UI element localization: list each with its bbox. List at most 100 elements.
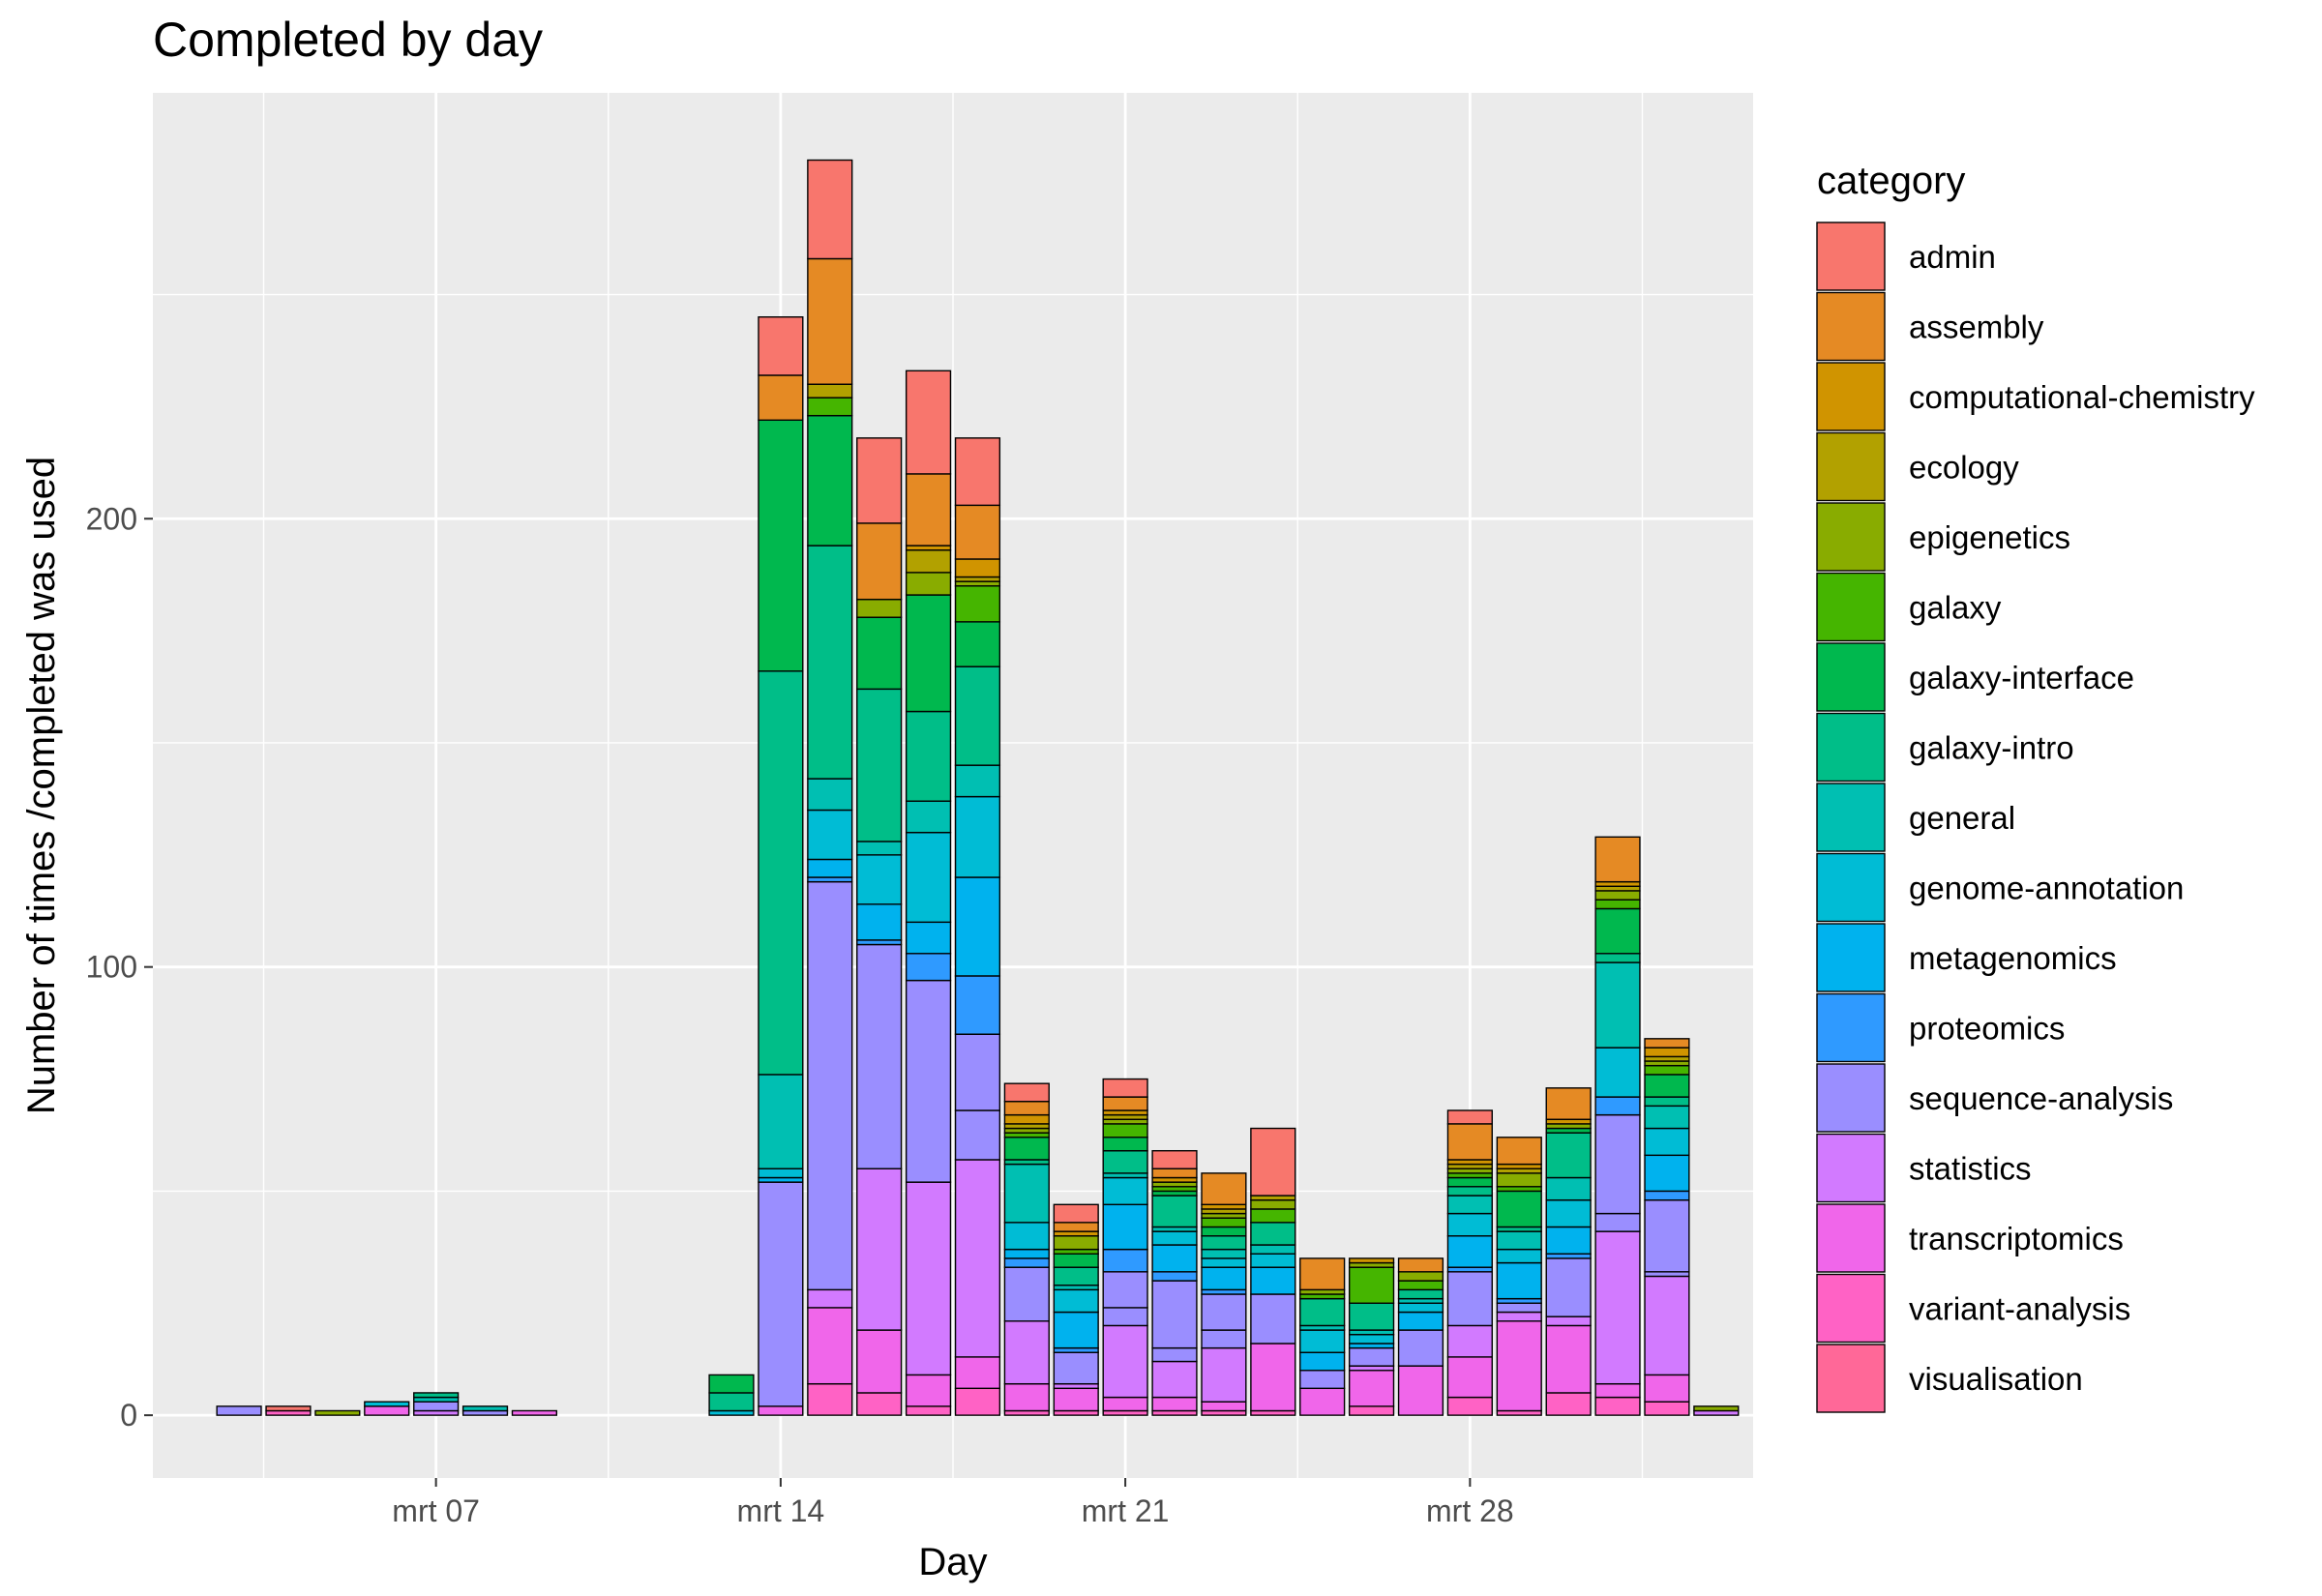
bar-segment-galaxy-intro — [1545, 1132, 1592, 1179]
bar-stack — [1496, 1137, 1542, 1416]
bar-segment-galaxy-interface — [1003, 1137, 1050, 1161]
bar-segment-proteomics — [1102, 1248, 1148, 1273]
legend-key — [1816, 291, 1886, 362]
bar-segment-proteomics — [1151, 1271, 1198, 1282]
bar-segment-sequence-analysis — [954, 1033, 1001, 1111]
legend-key — [1816, 1063, 1886, 1133]
y-axis-title: Number of times /completed was used — [20, 457, 63, 1114]
bar-segment-assembly — [1201, 1172, 1247, 1206]
bar-segment-sequence-analysis — [856, 943, 903, 1169]
bar-segment-transcriptomics — [954, 1356, 1001, 1390]
bar-stack — [1397, 1257, 1444, 1416]
bar-segment-sequence-analysis — [1397, 1329, 1444, 1367]
legend-item-assembly: assembly — [1816, 291, 2044, 362]
legend-items: admin assembly computational-chemistry ecol… — [1816, 222, 2255, 1413]
bar-segment-variant-analysis — [1446, 1396, 1493, 1416]
bar-segment-galaxy-intro — [807, 545, 853, 780]
bar-segment-sequence-analysis — [1594, 1113, 1641, 1215]
bar-segment-galaxy — [1644, 1064, 1690, 1076]
bar-segment-galaxy-interface — [1102, 1137, 1148, 1152]
legend-key — [1816, 1133, 1886, 1203]
bar-segment-variant-analysis — [1644, 1401, 1690, 1416]
bar-segment-galaxy-interface — [1201, 1226, 1247, 1237]
bar-segment-computational-chemistry — [954, 558, 1001, 578]
bar-segment-sequence-analysis — [1250, 1293, 1296, 1345]
legend-title: category — [1817, 160, 1965, 202]
legend-item-galaxy-intro: galaxy-intro — [1816, 712, 2074, 783]
legend-item-ecology: ecology — [1816, 431, 2019, 502]
bar-segment-assembly — [1102, 1096, 1148, 1111]
bar-segment-general — [1496, 1230, 1542, 1251]
bar-segment-transcriptomics — [1594, 1382, 1641, 1399]
bar-segment-epigenetics — [1693, 1405, 1740, 1412]
bar-segment-epigenetics — [1250, 1198, 1296, 1210]
legend-key — [1816, 992, 1886, 1063]
bar-segment-proteomics — [905, 953, 952, 982]
bar-segment-general — [758, 1074, 804, 1169]
legend-label: visualisation — [1909, 1361, 2083, 1397]
legend-label: computational-chemistry — [1909, 379, 2255, 415]
bar-stack — [364, 1401, 410, 1416]
bar-segment-metagenomics — [905, 921, 952, 955]
bar-segment-genome-annotation — [1102, 1176, 1148, 1206]
bar-segment-sequence-analysis — [1348, 1346, 1395, 1367]
bar-segment-proteomics — [1003, 1257, 1050, 1268]
bar-segment-statistics — [856, 1167, 903, 1331]
legend-item-admin: admin — [1816, 222, 1996, 291]
x-axis: mrt 07 mrt 14 mrt 21 mrt 28 — [392, 1478, 1514, 1528]
bar-segment-transcriptomics — [807, 1307, 853, 1385]
legend-label: sequence-analysis — [1909, 1080, 2173, 1116]
bar-segment-metagenomics — [1151, 1244, 1198, 1273]
bar-segment-galaxy-intro — [1446, 1186, 1493, 1197]
bar-segment-transcriptomics — [905, 1374, 952, 1407]
legend-key — [1816, 572, 1886, 642]
bar-segment-galaxy-intro — [1348, 1302, 1395, 1331]
legend-key — [1816, 712, 1886, 783]
legend-label: transcriptomics — [1909, 1221, 2124, 1256]
bar-segment-transcriptomics — [364, 1405, 410, 1416]
bar-segment-galaxy-intro — [905, 710, 952, 802]
bar-segment-sequence-analysis — [954, 1109, 1001, 1161]
bar-segment-sequence-analysis — [413, 1401, 460, 1412]
bar-segment-general — [1201, 1248, 1247, 1259]
bar-segment-genome-annotation — [905, 831, 952, 924]
x-tick-label: mrt 21 — [1082, 1493, 1170, 1528]
bar-segment-proteomics — [954, 975, 1001, 1035]
legend-key — [1816, 222, 1886, 291]
bar-segment-galaxy — [1397, 1280, 1444, 1291]
bar-stack — [905, 369, 952, 1416]
legend-label: general — [1909, 800, 2015, 836]
legend-label: galaxy — [1909, 590, 2002, 626]
bar-segment-metagenomics — [1102, 1203, 1148, 1251]
bar-segment-assembly — [954, 504, 1001, 560]
legend-label: variant-analysis — [1909, 1291, 2130, 1327]
bar-segment-genome-annotation — [1545, 1198, 1592, 1228]
bar-segment-transcriptomics — [1644, 1374, 1690, 1403]
bar-segment-metagenomics — [856, 903, 903, 941]
bar-segment-sequence-analysis — [1644, 1198, 1690, 1273]
bar-segment-sequence-analysis — [807, 880, 853, 1291]
bar-segment-sequence-analysis — [1496, 1302, 1542, 1314]
legend-key — [1816, 783, 1886, 852]
bar-segment-metagenomics — [1446, 1235, 1493, 1268]
legend-item-visualisation: visualisation — [1816, 1344, 2083, 1413]
legend-item-general: general — [1816, 783, 2015, 852]
bar-segment-epigenetics — [1053, 1235, 1099, 1251]
legend-item-variant-analysis: variant-analysis — [1816, 1273, 2130, 1344]
bar-segment-metagenomics — [1644, 1154, 1690, 1193]
bar-segment-statistics — [807, 1288, 853, 1309]
bar-segment-variant-analysis — [856, 1392, 903, 1416]
legend-item-sequence-analysis: sequence-analysis — [1816, 1063, 2173, 1133]
bar-stack — [1644, 1038, 1690, 1416]
bar-segment-transcriptomics — [758, 1405, 804, 1416]
bar-segment-metagenomics — [954, 876, 1001, 977]
bar-segment-assembly — [807, 257, 853, 385]
bar-segment-galaxy-interface — [708, 1374, 755, 1394]
legend-item-proteomics: proteomics — [1816, 992, 2065, 1063]
bar-segment-genome-annotation — [856, 854, 903, 905]
bar-segment-galaxy-interface — [758, 419, 804, 672]
bar-segment-admin — [1446, 1109, 1493, 1125]
bar-segment-transcriptomics — [1053, 1387, 1099, 1412]
legend-label: admin — [1909, 239, 1996, 275]
bar-stack — [1545, 1087, 1592, 1416]
